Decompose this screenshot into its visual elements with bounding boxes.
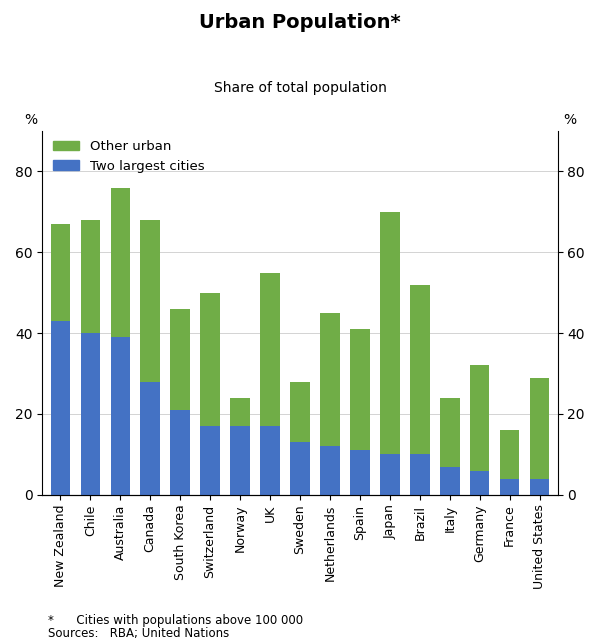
Bar xyxy=(350,450,370,495)
Text: Sources:   RBA; United Nations: Sources: RBA; United Nations xyxy=(48,627,229,640)
Bar xyxy=(50,224,70,321)
Bar xyxy=(320,313,340,446)
Bar xyxy=(200,293,220,426)
Text: *      Cities with populations above 100 000: * Cities with populations above 100 000 xyxy=(48,614,303,627)
Bar xyxy=(380,212,400,455)
Bar xyxy=(350,329,370,450)
Bar xyxy=(500,478,520,495)
Bar xyxy=(140,220,160,382)
Bar xyxy=(410,285,430,455)
Bar xyxy=(50,321,70,495)
Bar xyxy=(170,410,190,495)
Bar xyxy=(230,398,250,426)
Bar xyxy=(290,382,310,442)
Bar xyxy=(140,382,160,495)
Bar xyxy=(410,455,430,495)
Bar xyxy=(440,467,460,495)
Bar xyxy=(110,337,130,495)
Bar xyxy=(230,426,250,495)
Bar xyxy=(470,365,490,471)
Bar xyxy=(170,309,190,410)
Bar xyxy=(260,426,280,495)
Bar xyxy=(80,333,100,495)
Bar xyxy=(380,455,400,495)
Bar xyxy=(470,471,490,495)
Bar xyxy=(530,478,550,495)
Legend: Other urban, Two largest cities: Other urban, Two largest cities xyxy=(47,134,209,178)
Bar xyxy=(80,220,100,333)
Text: Urban Population*: Urban Population* xyxy=(199,13,401,32)
Bar xyxy=(500,430,520,478)
Bar xyxy=(320,446,340,495)
Bar xyxy=(530,377,550,478)
Title: Share of total population: Share of total population xyxy=(214,81,386,95)
Bar xyxy=(290,442,310,495)
Bar xyxy=(260,273,280,426)
Text: %: % xyxy=(24,113,37,127)
Text: %: % xyxy=(563,113,576,127)
Bar xyxy=(200,426,220,495)
Bar xyxy=(110,188,130,337)
Bar xyxy=(440,398,460,467)
